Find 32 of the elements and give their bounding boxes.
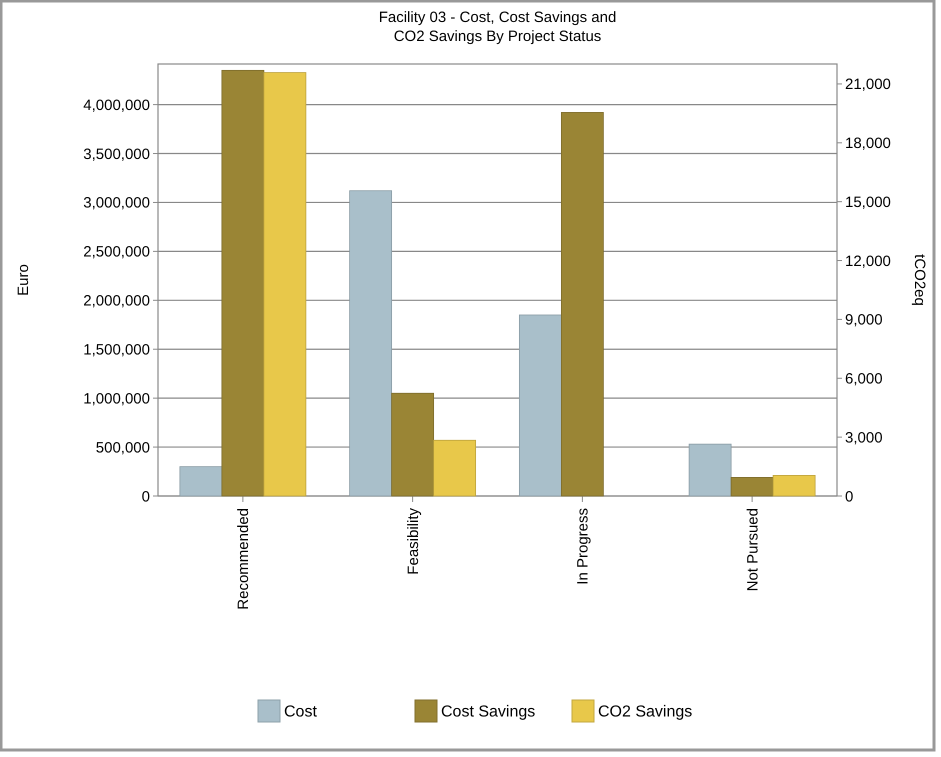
- y-tick-label: 4,000,000: [83, 96, 150, 114]
- x-tick-label: In Progress: [574, 508, 592, 585]
- bar: [560, 112, 604, 496]
- y-tick-label: 0: [142, 488, 150, 506]
- y2-tick-label: 3,000: [845, 429, 883, 446]
- y-tick-label: 3,000,000: [83, 194, 150, 212]
- y-tick-label: 2,000,000: [83, 292, 150, 310]
- chart-title: Facility 03 - Cost, Cost Savings and CO2 Savings By Project Status: [378, 9, 616, 45]
- legend-label: CO2 Savings: [598, 704, 692, 721]
- y-tick-label: 1,500,000: [83, 341, 150, 358]
- y2-tick-label: 15,000: [845, 194, 891, 211]
- y2-tick-label: 6,000: [845, 370, 883, 388]
- y-tick-label: 1,000,000: [83, 390, 150, 408]
- x-tick-label: Recommended: [235, 508, 252, 610]
- bar: [518, 314, 562, 496]
- y2-tick-label: 0: [845, 488, 854, 506]
- y-axis-title: Euro: [15, 264, 32, 296]
- y-tick-label: 2,500,000: [83, 244, 150, 261]
- y-tick-label: 500,000: [96, 439, 150, 456]
- y2-tick-label: 9,000: [845, 312, 883, 329]
- y2-tick-label: 12,000: [845, 252, 891, 270]
- y2-tick-label: 21,000: [845, 76, 891, 94]
- x-tick-label: Feasibility: [404, 508, 422, 575]
- legend-label: Cost: [284, 704, 318, 721]
- bar: [179, 466, 222, 496]
- y-tick-label: 3,500,000: [83, 146, 150, 163]
- y2-tick-label: 18,000: [845, 135, 891, 152]
- legend-label: Cost Savings: [441, 704, 536, 721]
- bar: [349, 190, 392, 496]
- y2-axis-title: tCO2eq: [911, 254, 928, 306]
- x-tick-label: Not Pursued: [744, 508, 762, 592]
- bar: [688, 444, 732, 496]
